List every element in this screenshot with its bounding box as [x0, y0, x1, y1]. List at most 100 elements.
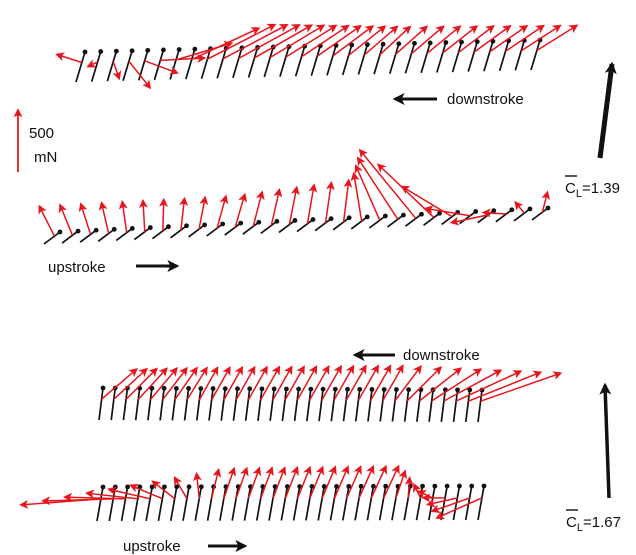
p1-downstroke-wing-chord: [451, 41, 463, 73]
p2-downstroke-force-vector: [321, 364, 342, 401]
p2-upstroke-leading-edge-dot: [370, 483, 376, 489]
p2-upstroke-wing-chord: [317, 486, 326, 521]
p1-downstroke-force-vector: [536, 24, 579, 52]
p1-upstroke-leading-edge-dot: [129, 226, 135, 231]
p1-upstroke-wing-chord: [260, 220, 278, 235]
p1-upstroke-leading-edge-dot: [509, 207, 515, 213]
p2-upstroke-chords: [96, 483, 487, 522]
p2-upstroke-leading-edge-dot: [284, 484, 290, 489]
p2-upstroke-wing-chord: [182, 486, 190, 521]
p1-downstroke-force-vector: [175, 40, 234, 61]
panel-1: downstroke upstroke CL=1.39: [38, 23, 620, 276]
p2-downstroke-force-vector: [333, 364, 355, 401]
p1-upstroke-leading-edge-dot: [364, 214, 370, 220]
p1-upstroke-label: upstroke: [48, 259, 106, 276]
p2-mean-lift-arrow: [599, 382, 612, 499]
p2-downstroke-force-vector: [406, 366, 443, 402]
p1-upstroke-force-vector: [541, 190, 551, 213]
p2-upstroke-wing-chord: [169, 486, 178, 521]
p1-downstroke-wing-chord: [122, 50, 133, 82]
p2-downstroke-wing-chord: [428, 389, 434, 422]
p2-downstroke-force-vector: [443, 369, 503, 402]
p1-downstroke-force-vector: [269, 24, 326, 59]
p2-upstroke-label: upstroke: [123, 538, 181, 555]
p1-downstroke-wing-chord: [232, 47, 243, 79]
p1-downstroke-direction: downstroke: [392, 91, 524, 108]
p2-downstroke-wing-chord: [122, 388, 129, 421]
p1-upstroke-wing-chord: [386, 214, 404, 228]
p2-downstroke-force-vector: [198, 366, 219, 401]
p2-mean-lift: CL=1.67: [566, 382, 621, 534]
p1-downstroke-leading-edge-dot: [98, 49, 104, 54]
p1-downstroke-wing-chord: [153, 49, 165, 81]
p2-downstroke-force-vector: [137, 367, 168, 400]
p2-downstroke-label: downstroke: [403, 347, 480, 364]
p2-downstroke-leading-edge-dot: [345, 386, 350, 392]
p2-downstroke-wing-chord: [367, 389, 373, 422]
p2-downstroke-leading-edge-dot: [149, 385, 155, 391]
p1-downstroke-wing-chord: [90, 51, 102, 82]
p2-upstroke-force-vector: [382, 464, 400, 499]
p1-upstroke-force-vector: [324, 180, 335, 223]
p1-downstroke-leading-edge-dot: [192, 46, 198, 52]
p2-upstroke-wing-chord: [378, 486, 387, 521]
p2-mean-lift-subscript: L: [577, 522, 583, 534]
p1-downstroke-leading-edge-dot: [365, 42, 370, 47]
p2-downstroke-leading-edge-dot: [186, 386, 191, 391]
p1-downstroke-force-vector: [473, 24, 512, 53]
p1-upstroke-force-vector: [306, 183, 318, 224]
p2-upstroke-wing-chord: [292, 486, 301, 521]
p2-upstroke-wing-chord: [145, 486, 153, 522]
p1-upstroke-wing-chord: [133, 226, 151, 241]
p2-downstroke-wing-chord: [208, 388, 214, 421]
p1-downstroke-force-vector: [191, 27, 261, 61]
p2-downstroke-wing-chord: [134, 388, 141, 421]
p2-mean-lift-symbol: C: [566, 514, 577, 531]
p1-upstroke-leading-edge-dot: [274, 218, 280, 224]
p1-upstroke-leading-edge-dot: [93, 227, 99, 233]
p1-downstroke-force-vector: [363, 25, 399, 56]
p1-downstroke-wing-chord: [404, 43, 416, 74]
p1-upstroke-leading-edge-dot: [238, 220, 244, 226]
p2-upstroke-force-vector: [333, 465, 350, 499]
p1-downstroke-leading-edge-dot: [129, 48, 135, 54]
p2-downstroke-wing-chord: [147, 388, 153, 421]
p1-downstroke-force-vector: [489, 24, 529, 53]
p1-upstroke-wing-chord: [61, 230, 79, 244]
p1-downstroke-leading-edge-dot: [396, 41, 402, 47]
p2-downstroke-leading-edge-dot: [247, 386, 253, 392]
p1-upstroke-wing-chord: [278, 219, 296, 234]
p2-downstroke-wing-chord: [440, 389, 447, 422]
p1-downstroke-leading-edge-dot: [380, 41, 386, 47]
p1-upstroke-leading-edge-dot: [220, 221, 226, 227]
p2-upstroke-force-vector: [284, 465, 299, 499]
p1-downstroke-wing-chord: [169, 49, 180, 80]
p1-upstroke-force-vector: [118, 200, 128, 233]
p2-downstroke-wing-chord: [342, 389, 349, 422]
p2-upstroke-force-vector: [321, 465, 337, 499]
p2-mean-lift-value: =1.67: [583, 514, 621, 531]
p2-downstroke-leading-edge-dot: [332, 386, 338, 392]
p2-upstroke-wing-chord: [255, 486, 264, 521]
p1-upstroke-leading-edge-dot: [310, 217, 316, 222]
p1-upstroke-force-vector: [58, 203, 74, 236]
p2-upstroke-leading-edge-dot: [100, 484, 106, 490]
p1-downstroke-wing-chord: [388, 43, 400, 74]
p2-downstroke-force-vector: [431, 368, 483, 402]
p2-upstroke-leading-edge-dot: [444, 483, 450, 489]
p2-upstroke-force-vector: [210, 468, 222, 499]
p2-downstroke-force-vector: [259, 365, 281, 401]
p2-upstroke-leading-edge-dot: [321, 484, 327, 489]
p2-upstroke-wing-chord: [96, 486, 104, 522]
p2-upstroke-leading-edge-dot: [112, 484, 118, 490]
p2-upstroke-wing-chord: [280, 486, 289, 521]
p2-downstroke-force-vector: [125, 367, 158, 400]
p2-upstroke-leading-edge-dot: [125, 484, 130, 490]
p1-upstroke-leading-edge-dot: [346, 215, 352, 221]
p2-downstroke-leading-edge-dot: [222, 386, 228, 392]
p2-upstroke-wing-chord: [243, 486, 252, 521]
p1-downstroke-wing-chord: [185, 48, 196, 80]
p2-downstroke-wing-chord: [403, 389, 410, 422]
p2-downstroke-wing-chord: [330, 389, 337, 422]
